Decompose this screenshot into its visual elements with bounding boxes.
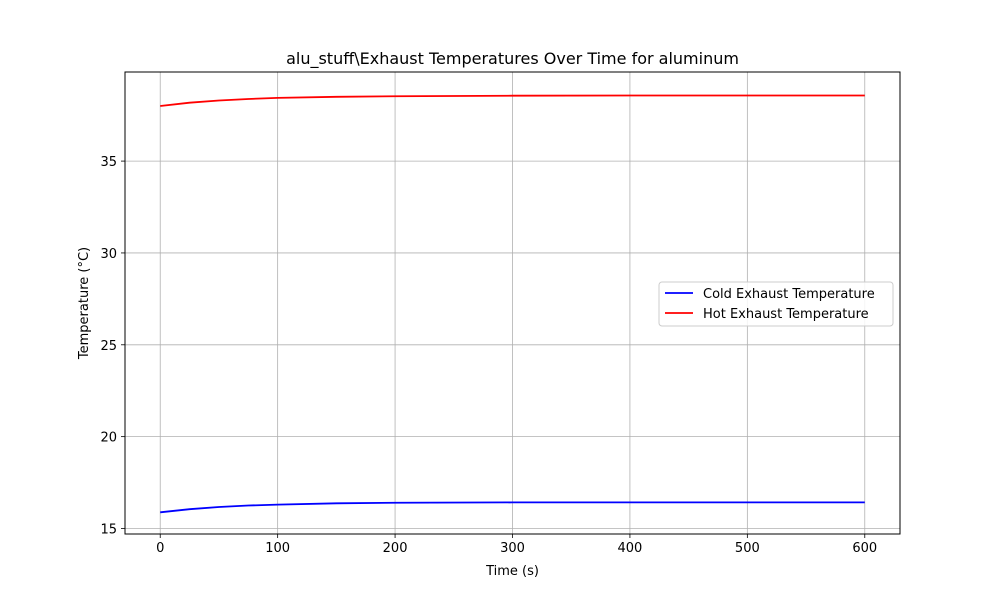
x-tick-label: 600 <box>852 541 877 556</box>
y-tick-label: 25 <box>100 339 117 354</box>
axis-ticks: 0 100 200 300 400 500 600 15 20 25 30 35 <box>100 155 877 556</box>
y-tick-label: 35 <box>100 155 117 170</box>
legend-box <box>658 281 894 327</box>
x-tick-label: 0 <box>156 541 164 556</box>
y-tick-label: 30 <box>100 247 117 262</box>
x-tick-label: 500 <box>735 541 760 556</box>
y-tick-label: 20 <box>100 431 117 446</box>
series-lines <box>160 94 865 514</box>
legend-label: Cold Exhaust Temperature <box>703 287 875 302</box>
x-tick-label: 200 <box>383 541 408 556</box>
chart-title: alu_stuff\Exhaust Temperatures Over Time… <box>286 49 739 69</box>
series-line-hot-exhaust <box>160 94 865 107</box>
grid <box>125 72 900 534</box>
legend-label: Hot Exhaust Temperature <box>703 307 869 322</box>
x-tick-label: 400 <box>618 541 643 556</box>
y-axis-label: Temperature (°C) <box>77 247 92 360</box>
x-tick-label: 300 <box>500 541 525 556</box>
x-axis-label: Time (s) <box>485 564 539 579</box>
y-tick-label: 15 <box>100 522 117 537</box>
x-tick-label: 100 <box>265 541 290 556</box>
series-line-cold-exhaust <box>160 501 865 514</box>
legend: Cold Exhaust Temperature Hot Exhaust Temp… <box>658 281 894 327</box>
